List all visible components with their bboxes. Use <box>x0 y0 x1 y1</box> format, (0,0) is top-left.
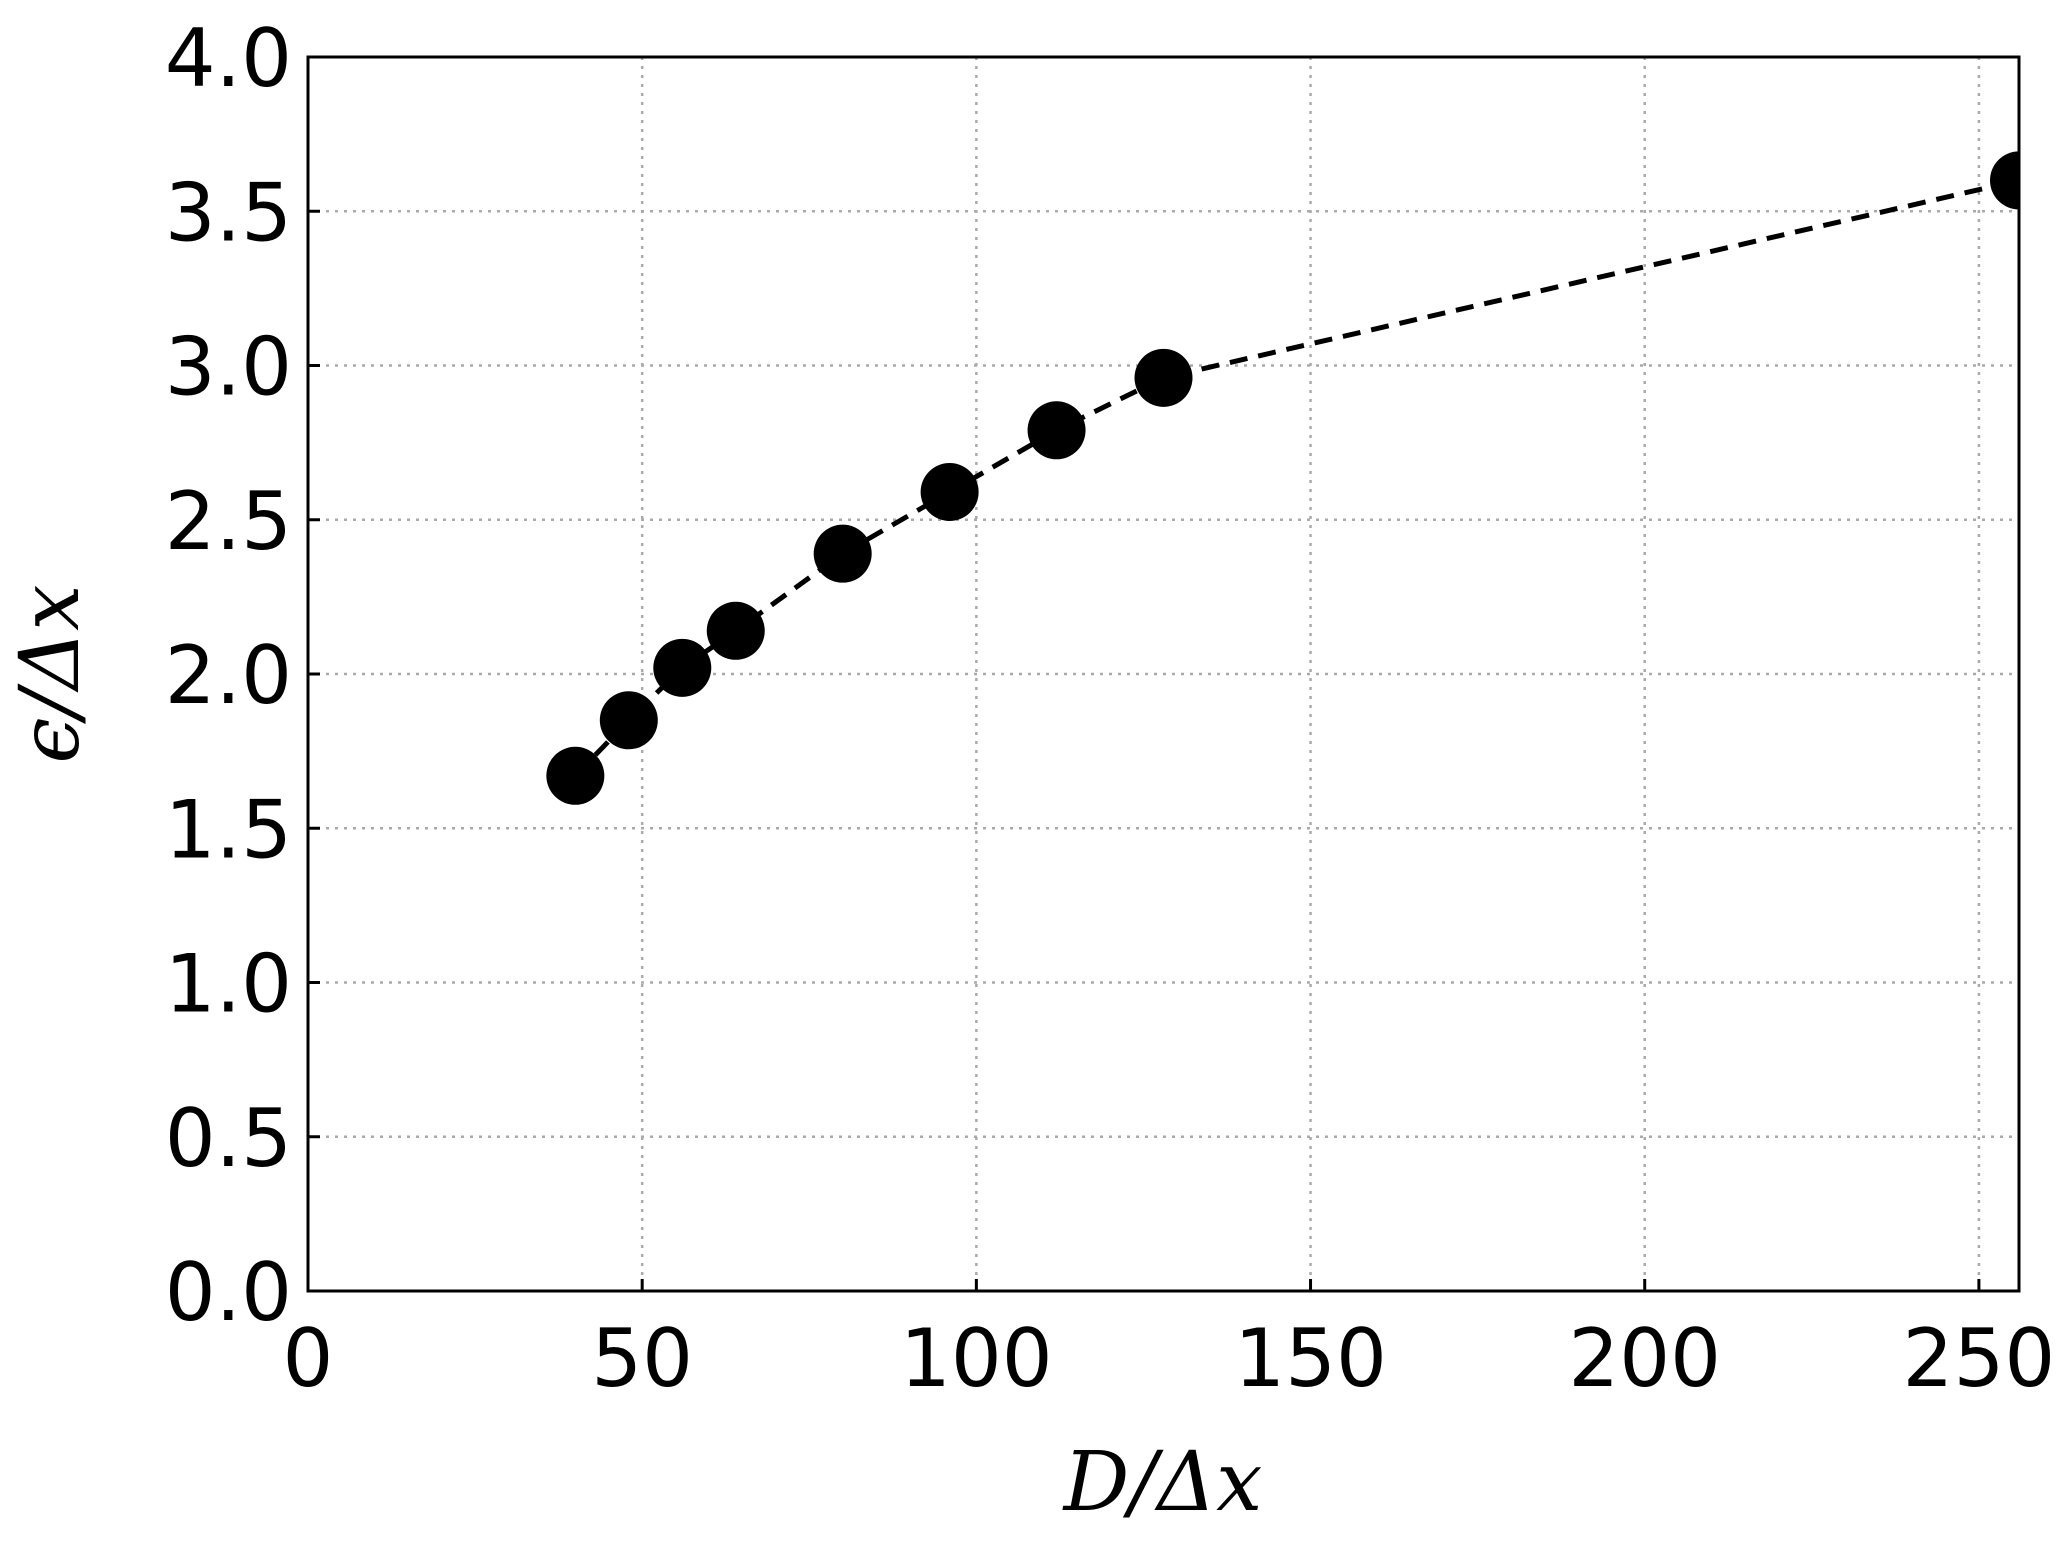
y-tick-label: 2.5 <box>165 475 292 568</box>
y-tick-label: 2.0 <box>165 629 292 722</box>
data-point <box>920 462 979 521</box>
y-tick-label: 1.0 <box>165 938 292 1031</box>
x-tick-label: 250 <box>1903 1312 2056 1405</box>
data-point <box>706 601 765 660</box>
y-tick-label: 4.0 <box>165 12 292 105</box>
data-point <box>1134 348 1193 407</box>
y-tick-label: 1.5 <box>165 783 292 876</box>
y-tick-label: 0.0 <box>165 1246 292 1339</box>
x-tick-label: 150 <box>1234 1312 1387 1405</box>
y-tick-label: 0.5 <box>165 1092 292 1185</box>
x-tick-label: 200 <box>1568 1312 1721 1405</box>
data-point <box>546 746 605 805</box>
plot-area <box>546 151 2019 805</box>
x-tick-label: 0 <box>283 1312 334 1405</box>
data-point <box>813 524 872 583</box>
x-tick-label: 50 <box>591 1312 693 1405</box>
data-point <box>1027 401 1086 460</box>
data-point <box>599 691 658 750</box>
grid <box>306 55 2019 1293</box>
data-point <box>653 638 712 697</box>
tick-labels: 0 50 100 150 200 250 0.0 0.5 1.0 1.5 2.0 2.5 3.0 3.5 4… <box>165 12 2055 1405</box>
y-tick-label: 3.5 <box>165 166 292 259</box>
series-line <box>573 177 2019 778</box>
x-tick-label: 100 <box>900 1312 1053 1405</box>
y-tick-label: 3.0 <box>165 321 292 414</box>
x-axis-label: D/Δx <box>1062 1435 1263 1530</box>
y-axis-label: ϵ/Δx <box>3 584 98 763</box>
data-point <box>1990 151 2019 210</box>
